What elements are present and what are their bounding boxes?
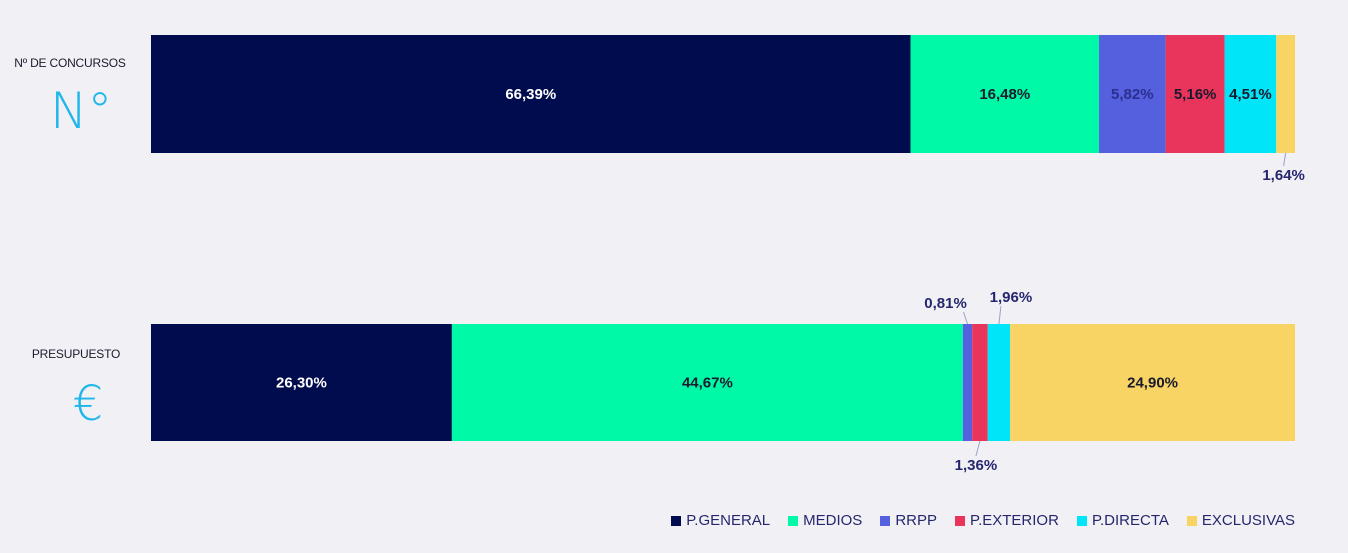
data-label: 1,64% [1262, 167, 1305, 184]
legend-item-pexterior: P.EXTERIOR [955, 512, 1059, 529]
data-label: 44,67% [682, 375, 733, 392]
legend-item-medios: MEDIOS [788, 512, 862, 529]
category-label-concursos: Nº DE CONCURSOS [14, 56, 126, 70]
leader-line [1283, 152, 1287, 167]
bar-segment-pexterior-1 [972, 324, 988, 441]
legend-item-pdirecta: P.DIRECTA [1076, 512, 1169, 529]
data-label: 0,81% [924, 295, 967, 312]
legend-label: EXCLUSIVAS [1201, 512, 1295, 529]
data-label: 1,36% [955, 457, 998, 474]
category-label-presupuesto: PRESUPUESTO [31, 347, 121, 361]
bar-segment-pdirecta-0 [1224, 35, 1277, 153]
leader-line [975, 440, 981, 457]
legend-item-pgeneral: P.GENERAL [671, 512, 770, 529]
legend-label: RRPP [895, 512, 938, 529]
legend-item-exclusivas: EXCLUSIVAS [1186, 512, 1295, 529]
number-symbol-icon: N° [50, 82, 113, 140]
bar-segment-pgeneral-0 [151, 35, 911, 153]
bar-segment-rrpp-0 [1099, 35, 1166, 153]
legend-swatch [880, 515, 891, 526]
bar-segment-pexterior-0 [1165, 35, 1225, 153]
data-label: 24,90% [1127, 375, 1178, 392]
leader-line [963, 311, 969, 325]
data-label: 5,16% [1174, 86, 1217, 103]
legend-swatch [1076, 515, 1087, 526]
legend-label: P.GENERAL [686, 512, 771, 529]
legend-swatch [671, 515, 682, 526]
bar-segment-exclusivas-1 [1010, 324, 1295, 441]
bar-segment-pgeneral-1 [151, 324, 452, 441]
legend-item-rrpp: RRPP [880, 512, 937, 529]
data-label: 66,39% [505, 86, 556, 103]
data-label: 4,51% [1229, 86, 1272, 103]
legend-swatch [788, 515, 799, 526]
legend-swatch [955, 515, 966, 526]
legend-label: P.EXTERIOR [970, 512, 1059, 529]
bar-segment-medios-1 [451, 324, 963, 441]
euro-symbol-icon: € [72, 376, 104, 432]
bar-segment-exclusivas-0 [1276, 35, 1295, 153]
legend-label: P.DIRECTA [1091, 512, 1169, 529]
data-label: 16,48% [979, 86, 1030, 103]
bar-segment-rrpp-1 [962, 324, 973, 441]
bar-segment-medios-0 [910, 35, 1100, 153]
leader-line [998, 305, 1002, 325]
legend-label: MEDIOS [803, 512, 863, 529]
data-label: 1,96% [990, 289, 1033, 306]
data-label: 5,82% [1111, 86, 1154, 103]
bar-segment-pdirecta-1 [987, 324, 1011, 441]
legend: P.GENERAL MEDIOS RRPP P.EXTERIOR P.DIRECTA EX… [671, 512, 1295, 529]
legend-swatch [1186, 515, 1197, 526]
data-label: 26,30% [276, 375, 327, 392]
